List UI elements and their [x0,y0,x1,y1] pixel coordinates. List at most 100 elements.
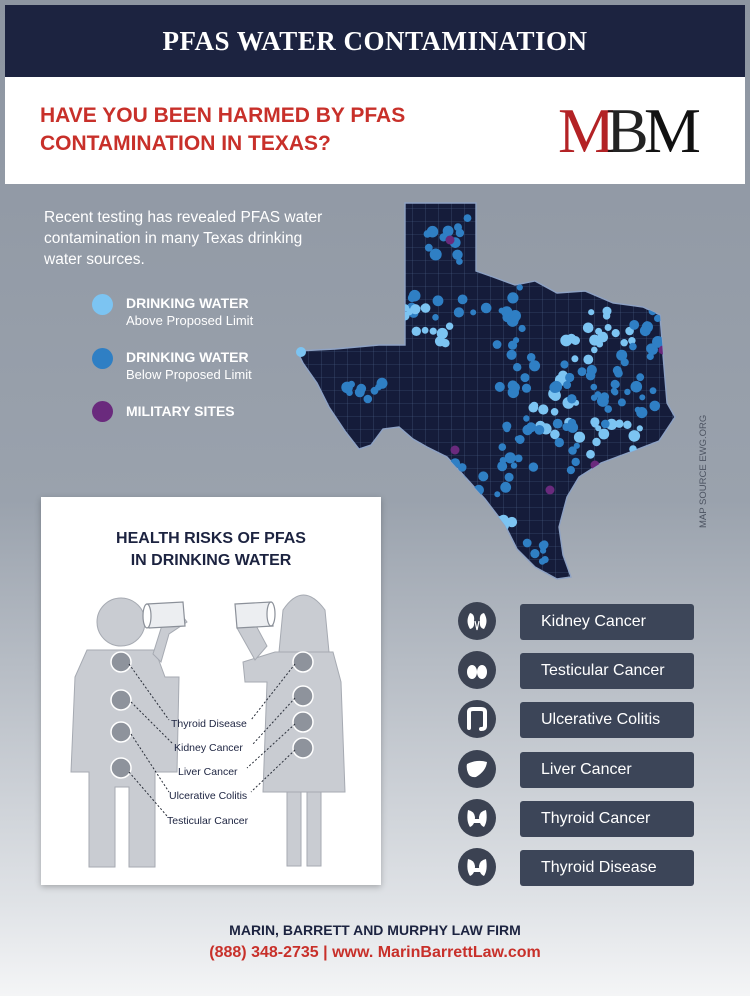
map-dot [457,294,468,305]
map-dot [625,455,634,463]
map-dot [550,380,563,393]
firm-name: MARIN, BARRETT AND MURPHY LAW FIRM [229,922,521,938]
liver-icon [292,711,314,733]
map-dot [396,324,405,333]
map-dot [620,358,629,367]
map-dot [498,307,505,314]
purple-dot-icon [92,401,113,422]
map-dots [341,214,668,567]
map-dot [429,248,442,261]
map-source: MAP SOURCE EWG.ORG [698,415,709,528]
legend-below-limit: DRINKING WATER Below Proposed Limit [92,348,252,384]
health-title-line-1: HEALTH RISKS OF PFAS [116,530,306,547]
map-dot [540,540,549,549]
testicles-icon [458,651,496,689]
map-dot [400,311,410,321]
military-site-dot [445,235,455,245]
map-dot [566,333,577,344]
map-dot [354,387,365,398]
map-dot [442,225,454,237]
health-title-line-2: IN DRINKING WATER [130,552,292,569]
map-dot [616,349,628,361]
map-dot [550,390,561,401]
map-dot [393,282,404,293]
map-dot [649,400,661,412]
map-dot [611,329,620,338]
website-link[interactable]: www. MarinBarrettLaw.com [332,944,541,961]
legend-title: MILITARY SITES [126,403,235,419]
map-dot [521,383,532,393]
map-dot [434,336,446,347]
map-dot [604,405,612,413]
map-dot [506,455,514,463]
map-dot [602,312,611,320]
colon-icon [110,721,132,743]
map-dot [389,302,397,310]
headline-line-1: HAVE YOU BEEN HARMED BY PFAS [40,104,406,127]
light-blue-dot-icon [92,294,113,315]
legend-military: MILITARY SITES [92,401,235,422]
phone-link[interactable]: (888) 348-2735 [209,944,319,961]
map-dot [454,474,467,487]
map-dot [612,365,622,375]
map-dot [500,481,512,493]
map-dot [610,379,620,389]
map-dot [598,428,610,440]
map-dot [494,491,501,498]
map-dot [453,307,464,318]
map-dot [510,462,518,469]
map-dot [296,347,306,357]
map-dot [628,337,636,345]
map-dot [423,230,432,238]
map-dot [591,346,598,354]
kidney-icon [292,685,314,707]
map-dot [571,457,580,467]
headline: HAVE YOU BEEN HARMED BY PFAS CONTAMINATI… [40,102,460,158]
map-dot [577,367,587,376]
map-dot [507,380,518,391]
map-dot [636,454,644,462]
blue-dot-icon [92,348,113,369]
risk-row-thyroid-disease: Thyroid Disease [458,848,694,888]
map-dot [490,523,500,532]
thyroid-icon [458,848,496,886]
risk-label: Kidney Cancer [520,604,694,640]
map-dot [552,418,563,429]
figure-label-kidney-cancer: Kidney Cancer [174,742,243,754]
military-site-dot [545,485,555,495]
map-dot [497,461,508,472]
map-dot [617,398,626,407]
health-risks-card: HEALTH RISKS OF PFAS IN DRINKING WATER [41,497,381,885]
map-dot [445,322,454,330]
map-dot [402,304,410,312]
figure-label-liver-cancer: Liver Cancer [178,766,238,778]
page-title: PFAS WATER CONTAMINATION [162,25,588,56]
risk-row-ulcerative-colitis: Ulcerative Colitis [458,700,694,740]
map-dot [565,372,575,383]
female-figure [236,594,346,867]
separator: | [323,944,328,961]
map-dot [582,322,594,334]
cup-icon [142,601,186,629]
risk-row-testicular-cancer: Testicular Cancer [458,651,694,691]
health-risks-title: HEALTH RISKS OF PFAS IN DRINKING WATER [41,528,381,572]
map-dot [473,484,484,496]
map-dot [589,334,601,346]
kidney-icon [110,689,132,711]
title-bar: PFAS WATER CONTAMINATION [5,5,745,77]
figure-label-testicular-cancer: Testicular Cancer [167,815,249,827]
testicles-icon [110,757,132,779]
legend-title: DRINKING WATER [126,349,249,365]
map-dot [363,394,373,404]
map-dot [518,324,526,333]
map-dot [457,463,467,472]
map-dot [566,466,575,475]
map-dot [586,449,595,459]
map-dot [522,424,533,436]
map-dot [571,355,579,363]
map-dot [511,315,520,323]
map-dot [421,326,429,334]
military-site-dot [450,445,460,455]
map-dot [550,408,559,416]
